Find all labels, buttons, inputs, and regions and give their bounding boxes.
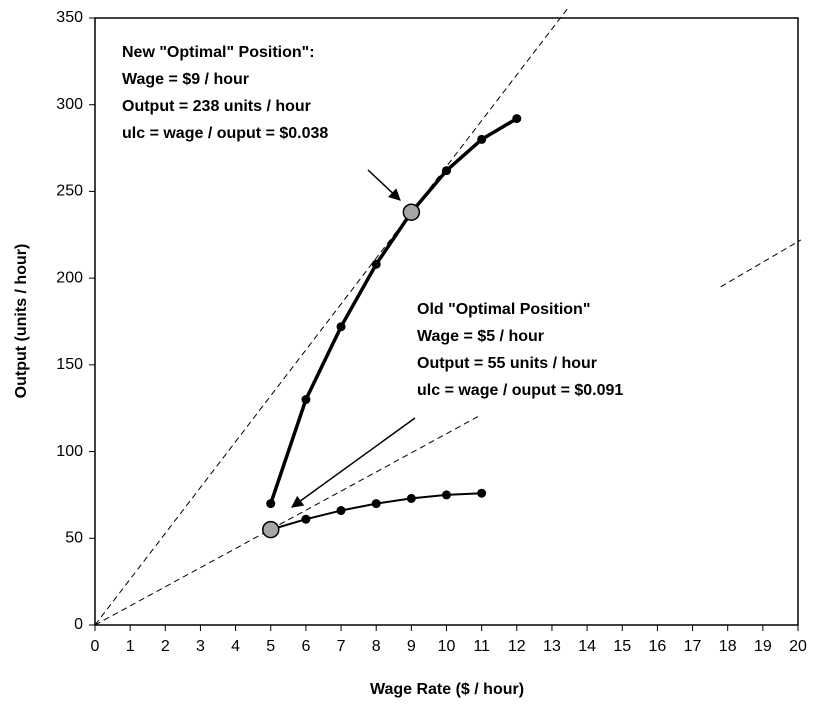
y-tick-label: 300 (56, 96, 83, 113)
annotation: Wage = $9 / hour (122, 71, 249, 88)
x-tick-label: 4 (231, 638, 240, 655)
highlight-point (262, 520, 280, 539)
x-tick-label: 11 (473, 638, 490, 655)
point (336, 506, 346, 516)
y-tick-label: 350 (56, 9, 83, 26)
x-axis-label: Wage Rate ($ / hour) (370, 681, 524, 698)
annotation: Output = 55 units / hour (417, 355, 597, 372)
point (442, 490, 451, 500)
point (512, 114, 522, 124)
annotation: Output = 238 units / hour (122, 98, 311, 115)
x-tick-label: 19 (754, 638, 772, 655)
x-tick-label: 15 (613, 638, 631, 655)
arrow (291, 417, 416, 508)
point (371, 499, 381, 509)
x-tick-label: 7 (337, 638, 346, 655)
x-tick-label: 10 (438, 638, 456, 655)
annotation: ulc = wage / ouput = $0.091 (417, 382, 623, 399)
annotation: ulc = wage / ouput = $0.038 (122, 125, 328, 142)
reference-line (94, 414, 481, 626)
annotation: Old "Optimal Position" (417, 301, 590, 318)
x-tick-label: 5 (266, 638, 275, 655)
reference-line (720, 239, 802, 288)
y-tick-label: 150 (56, 356, 83, 373)
point (477, 488, 487, 498)
point (266, 499, 276, 509)
y-tick-label: 0 (74, 616, 83, 633)
x-tick-label: 12 (508, 638, 526, 655)
x-tick-label: 17 (684, 638, 702, 655)
point (442, 166, 451, 176)
plot-frame (94, 17, 799, 626)
x-tick-label: 9 (407, 638, 416, 655)
x-tick-label: 8 (372, 638, 381, 655)
x-tick-label: 13 (543, 638, 561, 655)
x-tick-label: 20 (789, 638, 807, 655)
point (406, 493, 416, 503)
point (301, 514, 311, 524)
x-tick-label: 6 (301, 638, 310, 655)
point (301, 395, 311, 405)
y-tick-label: 200 (56, 269, 83, 286)
x-tick-label: 18 (719, 638, 737, 655)
highlight-point (402, 203, 421, 221)
x-tick-label: 2 (161, 638, 170, 655)
y-tick-label: 100 (56, 443, 83, 460)
x-tick-label: 14 (578, 638, 596, 655)
series-line (269, 117, 518, 505)
point (371, 259, 381, 269)
y-axis-label: Output (units / hour) (13, 244, 30, 399)
x-tick-label: 1 (126, 638, 135, 655)
point (336, 322, 346, 332)
point (477, 134, 487, 144)
annotation: Wage = $5 / hour (417, 328, 544, 345)
x-tick-label: 3 (196, 638, 205, 655)
arrow (367, 169, 401, 201)
x-tick-label: 16 (649, 638, 667, 655)
annotation: New "Optimal" Position": (122, 44, 315, 61)
y-tick-label: 50 (65, 530, 83, 547)
x-tick-label: 0 (91, 638, 100, 655)
y-tick-label: 250 (56, 183, 83, 200)
